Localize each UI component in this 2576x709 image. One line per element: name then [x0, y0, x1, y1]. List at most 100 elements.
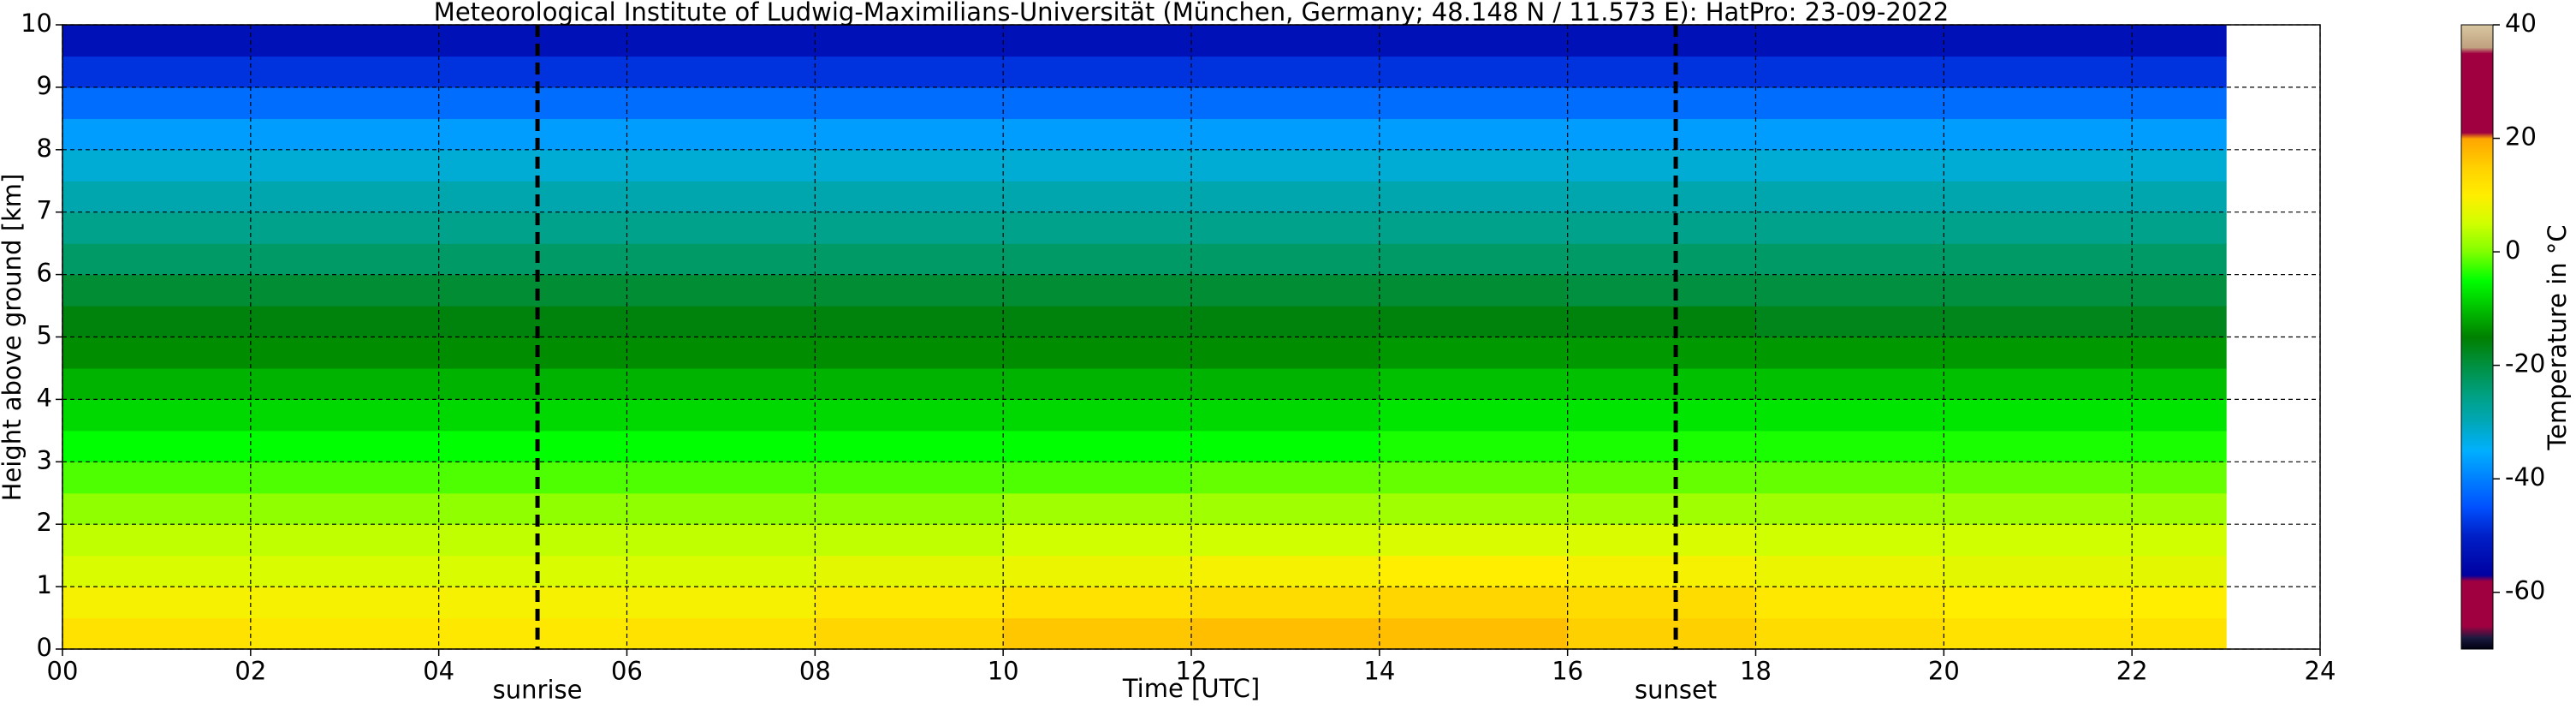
- heatmap-cell: [1003, 430, 1192, 462]
- heatmap-cell: [438, 524, 628, 557]
- heatmap-cell: [1003, 367, 1192, 400]
- x-tick-label: 18: [1740, 657, 1772, 686]
- colorbar-segment: [2461, 138, 2493, 168]
- heatmap-cell: [1567, 399, 1757, 432]
- heatmap-cell: [1755, 462, 1944, 494]
- heatmap-cell: [250, 181, 440, 213]
- heatmap-cell: [1379, 306, 1569, 338]
- heatmap-cell: [62, 25, 252, 57]
- heatmap-cell: [2132, 462, 2227, 494]
- heatmap-cell: [62, 492, 252, 525]
- heatmap-cell: [815, 524, 1004, 557]
- heatmap-cell: [1755, 617, 1944, 650]
- heatmap-cell: [1379, 462, 1569, 494]
- heatmap-cell: [1567, 587, 1757, 619]
- heatmap-cell: [1191, 399, 1380, 432]
- plot-frame: [62, 24, 2321, 650]
- colorbar-segment: [2461, 280, 2493, 309]
- heatmap-cell: [2132, 430, 2227, 462]
- heatmap-cell: [815, 399, 1004, 432]
- heatmap-cell: [1191, 25, 1380, 57]
- heatmap-cell: [815, 492, 1004, 525]
- heatmap-cell: [62, 56, 252, 88]
- heatmap-cell: [2132, 617, 2227, 650]
- heatmap-cell: [1191, 617, 1380, 650]
- heatmap-cell: [250, 56, 440, 88]
- heatmap-cell: [1191, 274, 1380, 307]
- heatmap-cell: [438, 181, 628, 213]
- heatmap-cell: [1944, 587, 2133, 619]
- heatmap-cell: [1944, 462, 2133, 494]
- heatmap-cell: [626, 181, 816, 213]
- heatmap-cell: [250, 212, 440, 244]
- heatmap-cell: [1567, 243, 1757, 276]
- heatmap-cell: [438, 25, 628, 57]
- heatmap-cell: [438, 306, 628, 338]
- heatmap-cell: [1191, 181, 1380, 213]
- heatmap-cell: [2132, 86, 2227, 119]
- heatmap-cell: [626, 274, 816, 307]
- heatmap-cell: [1003, 56, 1192, 88]
- heatmap-cell: [1567, 274, 1757, 307]
- colorbar-segment: [2461, 25, 2493, 49]
- heatmap-cell: [626, 149, 816, 182]
- heatmap-cell: [1003, 492, 1192, 525]
- colorbar-segment: [2461, 581, 2493, 627]
- heatmap-cell: [626, 337, 816, 369]
- x-tick-label: 08: [799, 657, 831, 686]
- colorbar-segment: [2461, 53, 2493, 134]
- heatmap-cell: [2132, 274, 2227, 307]
- heatmap-cell: [1003, 399, 1192, 432]
- heatmap-cell: [815, 462, 1004, 494]
- heatmap-cell: [1755, 306, 1944, 338]
- heatmap-cell: [2132, 149, 2227, 182]
- heatmap-cell: [815, 367, 1004, 400]
- heatmap-cell: [1191, 337, 1380, 369]
- heatmap-cell: [1003, 524, 1192, 557]
- y-tick-label: 4: [37, 383, 52, 412]
- heatmap-cell: [1944, 492, 2133, 525]
- heatmap-cell: [1567, 181, 1757, 213]
- heatmap-cell: [1379, 524, 1569, 557]
- heatmap-cell: [62, 306, 252, 338]
- heatmap-cell: [815, 337, 1004, 369]
- heatmap-cell: [438, 462, 628, 494]
- heatmap-cell: [626, 617, 816, 650]
- heatmap-cell: [250, 118, 440, 151]
- heatmap-cell: [1003, 212, 1192, 244]
- heatmap-cell: [1191, 306, 1380, 338]
- heatmap-cell: [1944, 306, 2133, 338]
- heatmap-cell: [1567, 555, 1757, 587]
- heatmap-cell: [1379, 149, 1569, 182]
- heatmap-cell: [1567, 430, 1757, 462]
- colorbar-segment: [2461, 194, 2493, 224]
- heatmap-cell: [626, 306, 816, 338]
- heatmap-cell: [626, 243, 816, 276]
- heatmap-cell: [1944, 367, 2133, 400]
- y-axis-label: Height above ground [km]: [0, 174, 27, 502]
- heatmap-cell: [1379, 243, 1569, 276]
- heatmap-cell: [1567, 212, 1757, 244]
- heatmap-cell: [62, 118, 252, 151]
- heatmap-cell: [1379, 367, 1569, 400]
- heatmap-cell: [438, 118, 628, 151]
- heatmap-cell: [1944, 555, 2133, 587]
- heatmap-cell: [250, 149, 440, 182]
- heatmap-cell: [62, 337, 252, 369]
- y-tick-label: 6: [37, 259, 52, 288]
- colorbar-segment: [2461, 166, 2493, 196]
- heatmap-cell: [815, 212, 1004, 244]
- heatmap-cell: [2132, 524, 2227, 557]
- heatmap-cell: [1191, 86, 1380, 119]
- heatmap-cell: [626, 462, 816, 494]
- heatmap-cell: [438, 274, 628, 307]
- heatmap-cell: [1003, 337, 1192, 369]
- heatmap-cell: [626, 25, 816, 57]
- heatmap-cell: [250, 555, 440, 587]
- heatmap-cell: [62, 462, 252, 494]
- heatmap-cell: [815, 617, 1004, 650]
- heatmap-cell: [1003, 555, 1192, 587]
- colorbar-segment: [2461, 308, 2493, 337]
- heatmap-cell: [1755, 492, 1944, 525]
- y-tick-label: 3: [37, 445, 52, 474]
